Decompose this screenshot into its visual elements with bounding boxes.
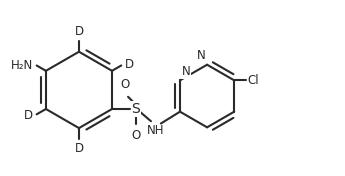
Text: N: N <box>196 49 205 62</box>
Text: NH: NH <box>147 124 164 137</box>
Text: D: D <box>75 25 83 38</box>
Text: S: S <box>131 102 140 116</box>
Text: O: O <box>131 129 140 142</box>
Text: D: D <box>24 109 33 122</box>
Text: Cl: Cl <box>248 74 259 87</box>
Text: D: D <box>75 142 83 155</box>
Text: N: N <box>182 65 191 78</box>
Text: H₂N: H₂N <box>11 59 33 72</box>
Text: O: O <box>120 78 130 91</box>
Text: D: D <box>125 58 134 71</box>
